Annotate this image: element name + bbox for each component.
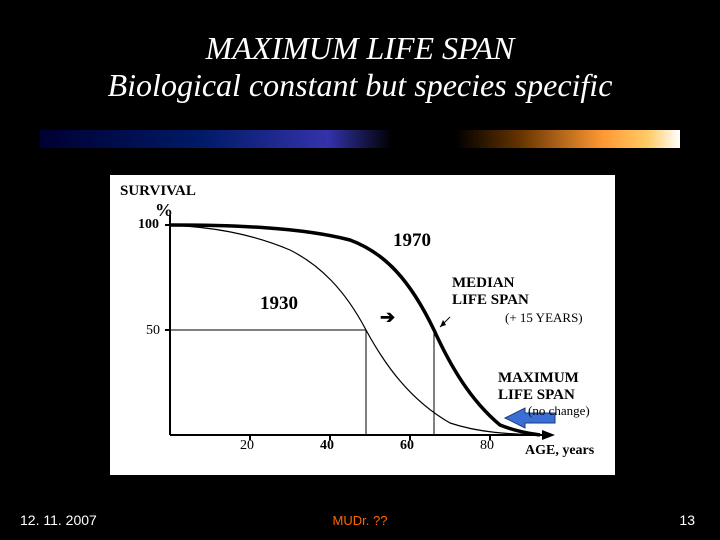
maximum-label: MAXIMUM LIFE SPAN (498, 370, 579, 403)
label-1930: 1930 (260, 293, 298, 315)
x-tick-label-80: 80 (480, 438, 494, 454)
footer-page: 13 (679, 512, 695, 528)
footer-center: MUDr. ?? (333, 513, 388, 528)
survival-chart: ➔ SURVIVAL % 100 50 20 40 60 80 AGE, yea… (110, 175, 615, 475)
maximum-note: (no change) (528, 403, 590, 419)
decorative-gradient-bar (40, 130, 680, 148)
x-axis-arrow-icon (542, 430, 555, 440)
x-tick-label-60: 60 (400, 438, 414, 454)
title-line1: MAXIMUM LIFE SPAN (0, 30, 720, 67)
slide-title: MAXIMUM LIFE SPAN Biological constant bu… (0, 0, 720, 104)
footer-date: 12. 11. 2007 (20, 512, 97, 528)
right-arrow-icon: ➔ (380, 307, 395, 327)
y-tick-label-100: 100 (138, 217, 159, 233)
title-line2: Biological constant but species specific (0, 67, 720, 104)
median-pointer-arrow-icon (440, 320, 446, 327)
y-axis-label-survival: SURVIVAL (120, 183, 196, 200)
x-tick-label-40: 40 (320, 438, 334, 454)
median-note: (+ 15 YEARS) (505, 310, 583, 326)
x-tick-label-20: 20 (240, 438, 254, 454)
median-label: MEDIAN LIFE SPAN (452, 275, 529, 308)
label-1970: 1970 (393, 230, 431, 252)
y-tick-label-50: 50 (146, 323, 160, 339)
x-axis-label: AGE, years (525, 443, 594, 459)
